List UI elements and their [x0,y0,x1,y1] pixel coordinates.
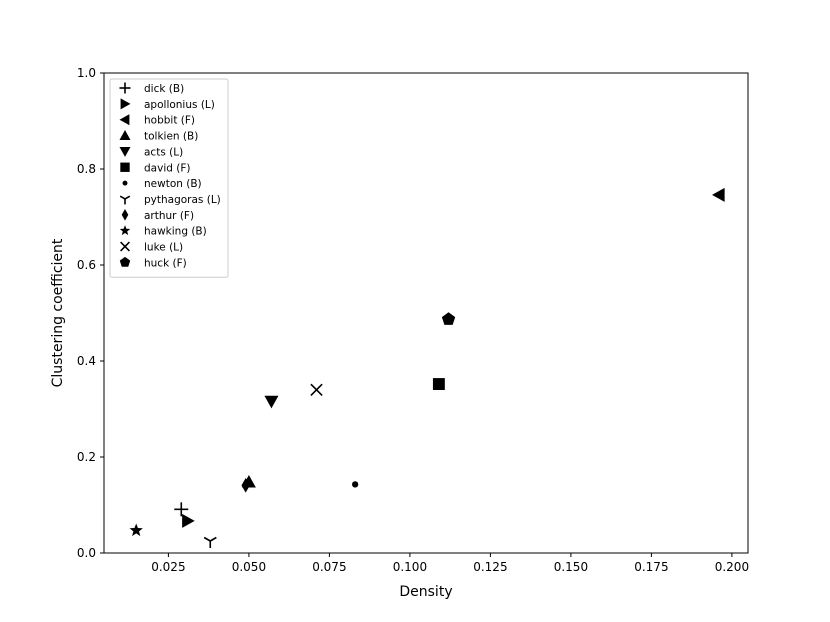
x-tick-label: 0.100 [393,560,427,574]
legend-label: newton (B) [144,178,202,190]
y-tick-label: 0.4 [77,354,96,368]
legend-marker [120,241,130,252]
legend-marker [119,225,131,236]
y-tick-label: 0.0 [77,546,96,560]
legend-marker [119,147,131,157]
legend-marker [121,209,129,221]
y-tick-label: 1.0 [77,66,96,80]
legend-label: huck (F) [144,257,187,269]
legend-item: acts (L) [119,146,183,158]
y-tick-label: 0.8 [77,162,96,176]
data-point [203,536,217,548]
data-points [129,187,725,548]
legend-item: luke (L) [120,241,183,254]
legend-marker [119,130,131,140]
legend-marker [122,180,128,186]
legend-label: hobbit (F) [144,115,195,127]
legend-item: apollonius (L) [120,98,215,111]
y-tick-label: 0.6 [77,258,96,272]
legend-label: david (F) [144,162,190,174]
data-point [352,481,359,488]
legend-item: david (F) [120,162,190,174]
x-axis: 0.025 0.050 0.075 0.100 0.125 0.150 0.175 0.200 [151,553,749,574]
legend: dick (B) apollonius (L) hobbit (F) tolkien … [109,78,229,278]
legend-marker [119,256,131,267]
legend-label: acts (L) [144,146,183,158]
legend-frame [109,78,229,278]
legend-label: hawking (B) [144,226,207,238]
data-point [441,312,456,325]
legend-item: arthur (F) [121,209,194,222]
data-point [432,378,445,390]
data-point [174,502,189,517]
y-tick-label: 0.2 [77,450,96,464]
legend-item: newton (B) [122,178,202,190]
data-point [310,383,323,396]
legend-marker [120,162,130,172]
legend-label: pythagoras (L) [144,194,221,206]
x-tick-label: 0.200 [715,560,749,574]
data-point [241,477,250,493]
legend-item: hawking (B) [119,225,207,238]
x-axis-label: Density [399,584,452,600]
y-axis: 0.0 0.2 0.4 0.6 0.8 1.0 [77,66,104,560]
data-point [712,187,725,202]
x-tick-label: 0.175 [634,560,668,574]
legend-item: dick (B) [119,82,184,95]
legend-marker [119,195,131,205]
data-point [264,395,279,409]
legend-marker [120,98,131,110]
data-point [129,523,143,537]
legend-marker [119,114,130,126]
x-tick-label: 0.075 [312,560,346,574]
x-tick-label: 0.150 [554,560,588,574]
legend-item: hobbit (F) [119,114,195,127]
legend-label: tolkien (B) [144,131,198,143]
legend-item: tolkien (B) [119,130,198,143]
x-tick-label: 0.050 [232,560,266,574]
y-axis-label: Clustering coefficient [50,238,66,387]
legend-marker [119,82,131,94]
legend-item: huck (F) [119,256,187,269]
legend-label: luke (L) [144,242,183,254]
data-point [182,513,195,528]
legend-item: pythagoras (L) [119,194,221,206]
x-tick-label: 0.125 [473,560,507,574]
x-tick-label: 0.025 [151,560,185,574]
legend-label: arthur (F) [144,210,194,222]
legend-label: apollonius (L) [144,99,215,111]
legend-label: dick (B) [144,83,184,95]
